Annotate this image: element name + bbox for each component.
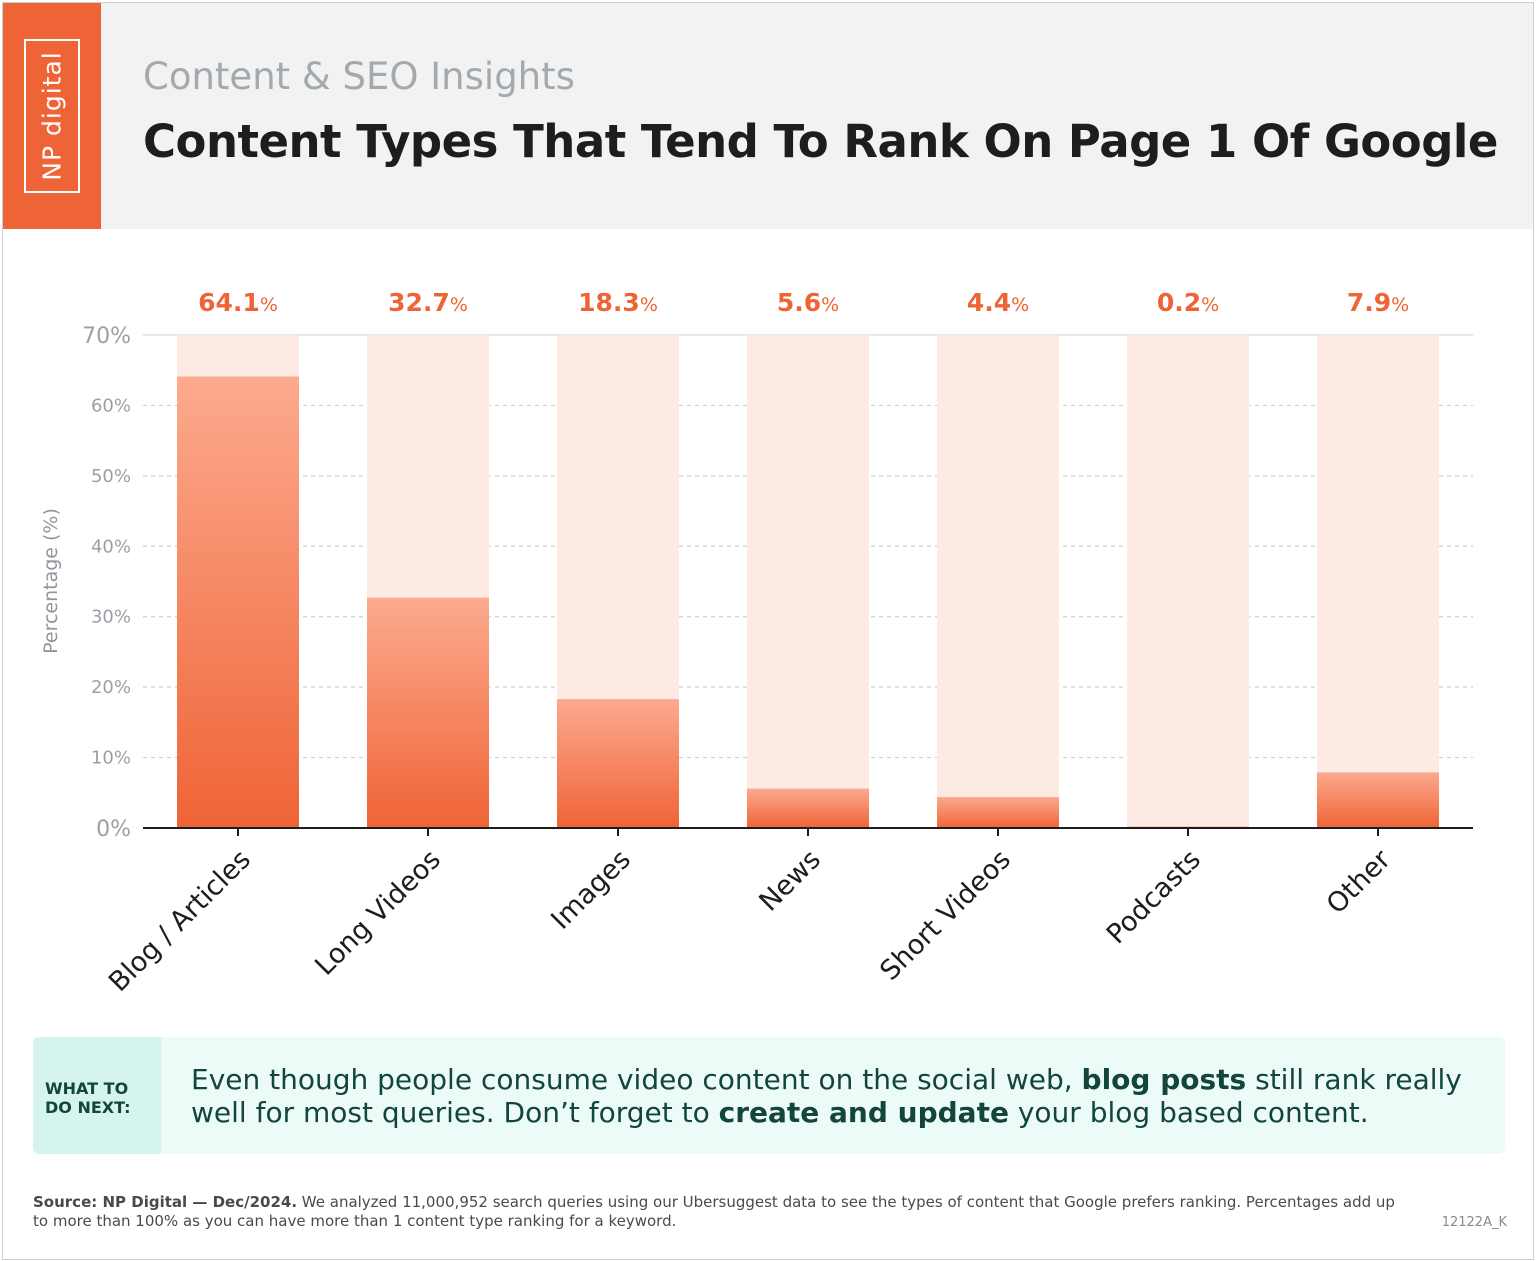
bar-tracks	[177, 335, 1439, 828]
np-digital-logo: NP digital	[3, 3, 101, 229]
value-label: 7.9%	[1347, 288, 1409, 317]
y-tick-label: 70%	[82, 324, 131, 349]
tip-label-box: WHAT TO DO NEXT:	[33, 1037, 161, 1154]
bar-track	[937, 335, 1059, 828]
y-tick-label: 10%	[91, 748, 131, 769]
chart-code: 12122A_K	[1441, 1215, 1507, 1230]
tip-text-part3: your blog based content.	[1008, 1096, 1369, 1129]
y-tick-label: 20%	[91, 677, 131, 698]
bar-chart: 0% 10% 20% 30% 40% 50% 60% 70% Percentage (%) 64…	[40, 288, 1473, 998]
y-tick-label: 40%	[91, 536, 131, 557]
bar	[367, 597, 489, 828]
bar	[1317, 772, 1439, 828]
value-label: 0.2%	[1157, 288, 1219, 317]
value-label: 4.4%	[967, 288, 1029, 317]
axes: 0% 10% 20% 30% 40% 50% 60% 70% Percentage (%)	[40, 324, 1473, 842]
page-title: Content Types That Tend To Rank On Page …	[143, 115, 1498, 168]
tip-label: WHAT TO DO NEXT:	[45, 1079, 149, 1117]
header: NP digital Content & SEO Insights Conten…	[3, 3, 1533, 229]
y-tick-label: 30%	[91, 607, 131, 628]
source-text: We analyzed 11,000,952 search queries us…	[33, 1193, 1395, 1230]
x-category-label: Short Videos	[874, 844, 1017, 987]
x-category-label: News	[753, 844, 827, 918]
x-category-label: Blog / Articles	[103, 844, 257, 998]
tip-text-bold1: blog posts	[1081, 1063, 1247, 1096]
y-tick-label: 0%	[96, 817, 131, 842]
value-label: 64.1%	[198, 288, 278, 317]
source-footnote: Source: NP Digital — Dec/2024. We analyz…	[33, 1193, 1413, 1231]
bar-track	[1127, 335, 1249, 828]
y-tick-label: 50%	[91, 466, 131, 487]
tip-text-part1: Even though people consume video content…	[191, 1063, 1082, 1096]
bar	[557, 699, 679, 828]
bar-track	[747, 335, 869, 828]
bar	[937, 797, 1059, 828]
x-category-label: Long Videos	[309, 844, 447, 982]
tip-label-line2: DO NEXT:	[45, 1098, 131, 1117]
value-label: 5.6%	[777, 288, 839, 317]
value-label: 18.3%	[578, 288, 658, 317]
x-category-label: Images	[545, 844, 637, 936]
bar-track	[1317, 335, 1439, 828]
value-label: 32.7%	[388, 288, 468, 317]
tip-label-line1: WHAT TO	[45, 1079, 129, 1098]
bars	[177, 376, 1439, 828]
bar	[747, 788, 869, 828]
y-tick-label: 60%	[91, 395, 131, 416]
tip-text-bold2: create and update	[718, 1096, 1009, 1129]
what-to-do-next-box: WHAT TO DO NEXT: Even though people cons…	[33, 1037, 1505, 1154]
tip-text-part2: still rank really well for most queries.…	[191, 1063, 1462, 1129]
bar	[177, 376, 299, 828]
x-category-label: Other	[1321, 843, 1398, 920]
tip-text: Even though people consume video content…	[191, 1063, 1491, 1129]
logo-box: NP digital	[24, 39, 80, 193]
y-axis-label: Percentage (%)	[40, 508, 62, 654]
header-kicker: Content & SEO Insights	[143, 55, 575, 98]
x-category-label: Podcasts	[1101, 844, 1207, 950]
source-label: Source: NP Digital — Dec/2024.	[33, 1193, 298, 1211]
